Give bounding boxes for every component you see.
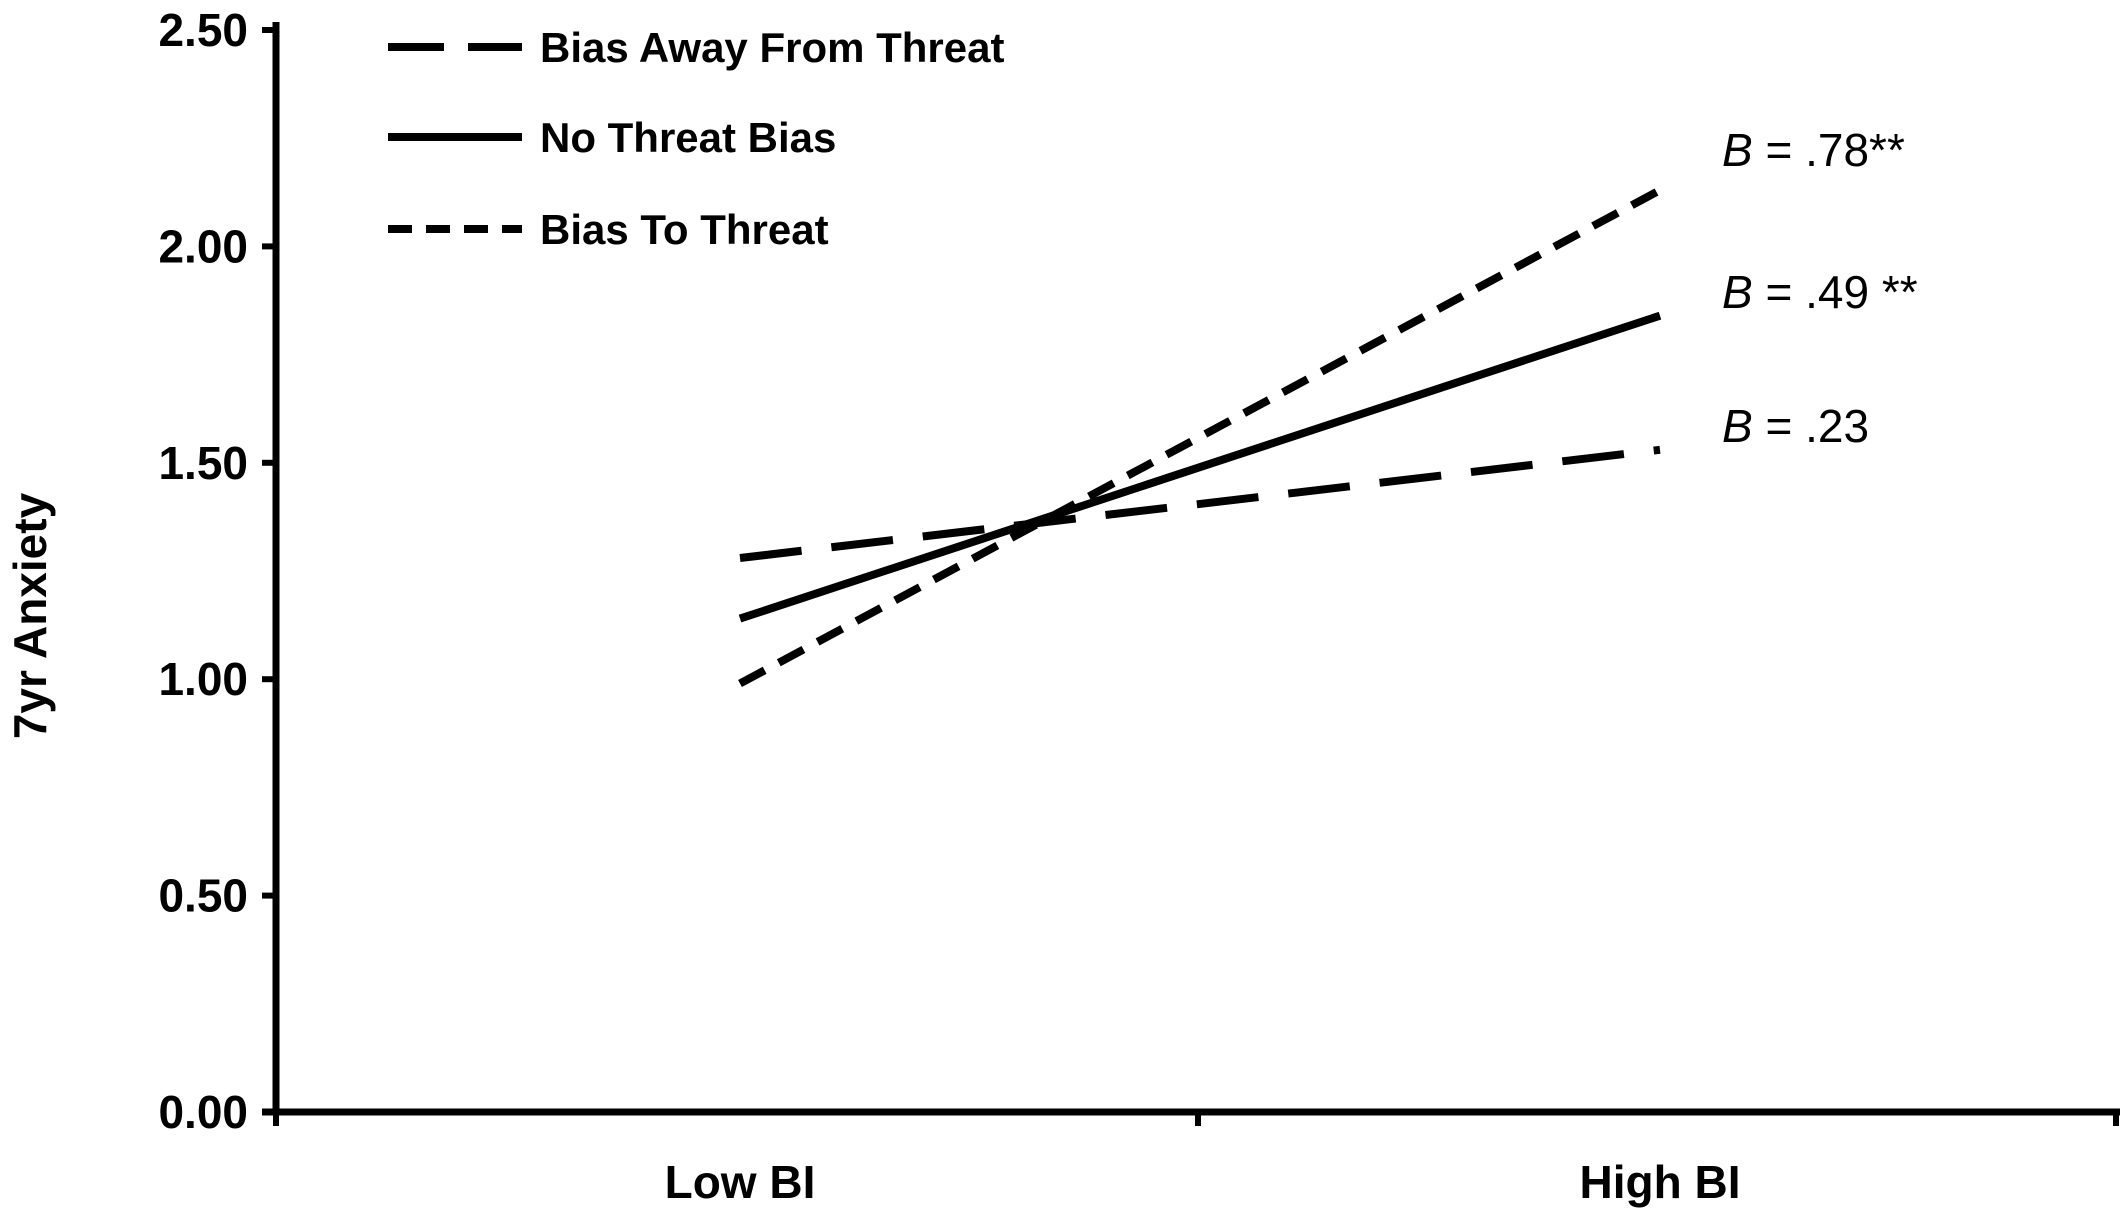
y-tick-label: 1.00 (158, 653, 248, 705)
y-tick-label: 0.50 (158, 870, 248, 922)
y-axis-label: 7yr Anxiety (4, 492, 56, 739)
series-lines (738, 186, 1662, 688)
x-category-label: Low BI (665, 1156, 816, 1208)
y-tick-label: 0.00 (158, 1086, 248, 1138)
x-category-label: High BI (1580, 1156, 1741, 1208)
axes (262, 22, 2120, 1126)
series-line-bias-away-from-threat (739, 445, 1661, 562)
series-line-bias-to-threat (738, 186, 1662, 688)
series-line-no-threat-bias (738, 311, 1662, 623)
x-axis-categories: Low BI High BI (665, 1156, 1741, 1208)
legend-label: No Threat Bias (540, 114, 836, 161)
y-axis-ticks: 0.00 0.50 1.00 1.50 2.00 2.50 (158, 4, 276, 1138)
legend-label: Bias Away From Threat (540, 24, 1004, 71)
y-tick-label: 2.50 (158, 4, 248, 56)
legend: Bias Away From Threat No Threat Bias Bias … (388, 24, 1004, 253)
y-tick-label: 2.00 (158, 220, 248, 272)
slope-annotations: B = .23 B = .49 ** B = .78** (1722, 124, 1918, 452)
slope-annotation: B = .23 (1722, 400, 1869, 452)
legend-label: Bias To Threat (540, 206, 829, 253)
slope-annotation: B = .78** (1722, 124, 1905, 176)
slope-annotation: B = .49 ** (1722, 266, 1918, 318)
y-tick-label: 1.50 (158, 437, 248, 489)
